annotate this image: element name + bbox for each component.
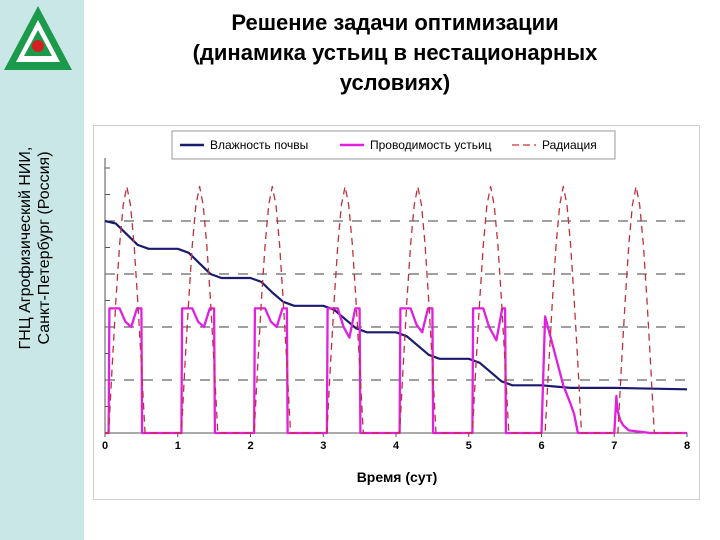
chart-axes: 0 1 2 3 4 5 6 7 8 (102, 158, 690, 452)
x-tick-label-0: 0 (102, 440, 108, 452)
x-tick-label-2: 2 (247, 440, 253, 452)
institute-logo-icon (4, 6, 72, 70)
organization-label: ГНЦ Агрофизический НИИ, Санкт-Петербург … (16, 98, 54, 398)
x-axis-label: Время (сут) (357, 469, 438, 485)
legend-label-2: Проводимость устьиц (370, 138, 492, 152)
x-tick-label-5: 5 (466, 440, 472, 452)
chart-series (104, 185, 688, 435)
x-tick-label-7: 7 (611, 440, 617, 452)
line-chart: Влажность почвы Проводимость устьиц Радиац… (102, 130, 690, 485)
chart-frame: Влажность почвы Проводимость устьиц Радиац… (93, 125, 700, 500)
legend-label-3: Радиация (542, 138, 597, 152)
sidebar-panel: ГНЦ Агрофизический НИИ, Санкт-Петербург … (0, 0, 84, 540)
chart-legend: Влажность почвы Проводимость устьиц Радиац… (171, 130, 616, 160)
slide-title: Решение задачи оптимизации (динамика уст… (110, 8, 680, 98)
organization-line-1: ГНЦ Агрофизический НИИ, (17, 146, 34, 350)
series-line-3 (105, 185, 687, 434)
title-line-3: условиях) (339, 70, 451, 95)
title-line-1: Решение задачи оптимизации (231, 10, 559, 35)
legend-label-1: Влажность почвы (210, 138, 308, 152)
x-tick-label-8: 8 (684, 440, 690, 452)
x-tick-label-1: 1 (175, 440, 181, 452)
legend-box (171, 130, 616, 160)
x-tick-label-4: 4 (393, 440, 400, 452)
chart-grid (105, 220, 687, 381)
title-line-2: (динамика устьиц в нестационарных (192, 40, 598, 65)
organization-line-2: Санкт-Петербург (Россия) (36, 151, 53, 345)
x-tick-label-3: 3 (320, 440, 326, 452)
x-tick-label-6: 6 (538, 440, 544, 452)
